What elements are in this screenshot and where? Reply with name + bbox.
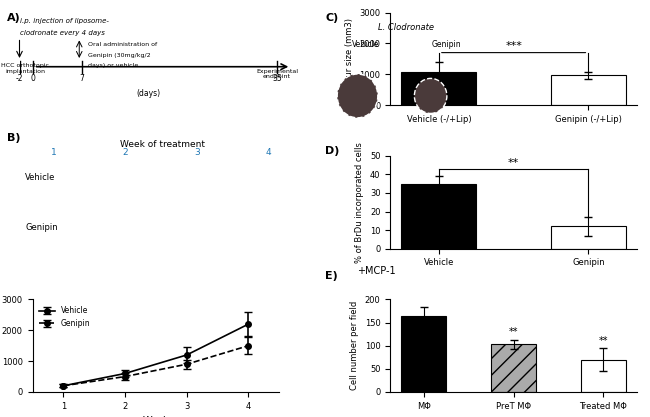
Text: B): B) (6, 133, 20, 143)
Text: ***: *** (505, 41, 522, 51)
Text: (days): (days) (136, 89, 161, 98)
Text: **: ** (599, 336, 608, 346)
Text: days) or vehicle: days) or vehicle (88, 63, 138, 68)
Text: Oral administration of: Oral administration of (88, 42, 157, 47)
Text: Experimental
endpoint: Experimental endpoint (256, 68, 298, 79)
Text: **: ** (508, 158, 519, 168)
Text: C): C) (325, 13, 338, 23)
Ellipse shape (337, 74, 378, 118)
Y-axis label: % of BrDu incorporated cells: % of BrDu incorporated cells (356, 142, 365, 263)
Bar (581, 359, 626, 392)
Text: Genipin: Genipin (25, 223, 58, 232)
Text: Genipin: Genipin (432, 40, 461, 49)
Bar (491, 344, 536, 392)
Text: **: ** (509, 327, 519, 337)
Text: L. Clodronate: L. Clodronate (378, 23, 434, 33)
Text: HCC orthotopic
implantation: HCC orthotopic implantation (1, 63, 49, 73)
Ellipse shape (415, 78, 447, 113)
Y-axis label: Cell number per field: Cell number per field (350, 301, 359, 390)
Text: 0: 0 (31, 74, 36, 83)
Bar (402, 72, 476, 105)
Text: 4: 4 (265, 148, 271, 158)
Y-axis label: Tumour size (mm3): Tumour size (mm3) (345, 18, 354, 99)
Text: Week of treatment: Week of treatment (120, 140, 205, 149)
Text: Vehicle: Vehicle (352, 40, 380, 49)
Bar (402, 184, 476, 249)
Bar (402, 316, 447, 392)
Legend: Vehicle, Genipin: Vehicle, Genipin (36, 303, 94, 331)
X-axis label: Week: Week (142, 416, 169, 417)
Text: 2: 2 (122, 148, 128, 158)
Text: 1: 1 (51, 148, 57, 158)
Text: 3: 3 (194, 148, 200, 158)
Bar (551, 75, 626, 105)
Text: Genipin (30mg/kg/2: Genipin (30mg/kg/2 (88, 53, 150, 58)
Text: clodronate every 4 days: clodronate every 4 days (20, 30, 105, 35)
Text: Vehicle: Vehicle (25, 173, 56, 182)
Text: i.p. injection of liposome-: i.p. injection of liposome- (20, 18, 109, 24)
Text: D): D) (325, 146, 339, 156)
Text: 35: 35 (272, 74, 282, 83)
Text: A): A) (6, 13, 20, 23)
Text: -2: -2 (16, 74, 23, 83)
Text: E): E) (325, 271, 338, 281)
Text: +MCP-1: +MCP-1 (358, 266, 396, 276)
Bar (551, 226, 626, 249)
Text: 7: 7 (80, 74, 84, 83)
